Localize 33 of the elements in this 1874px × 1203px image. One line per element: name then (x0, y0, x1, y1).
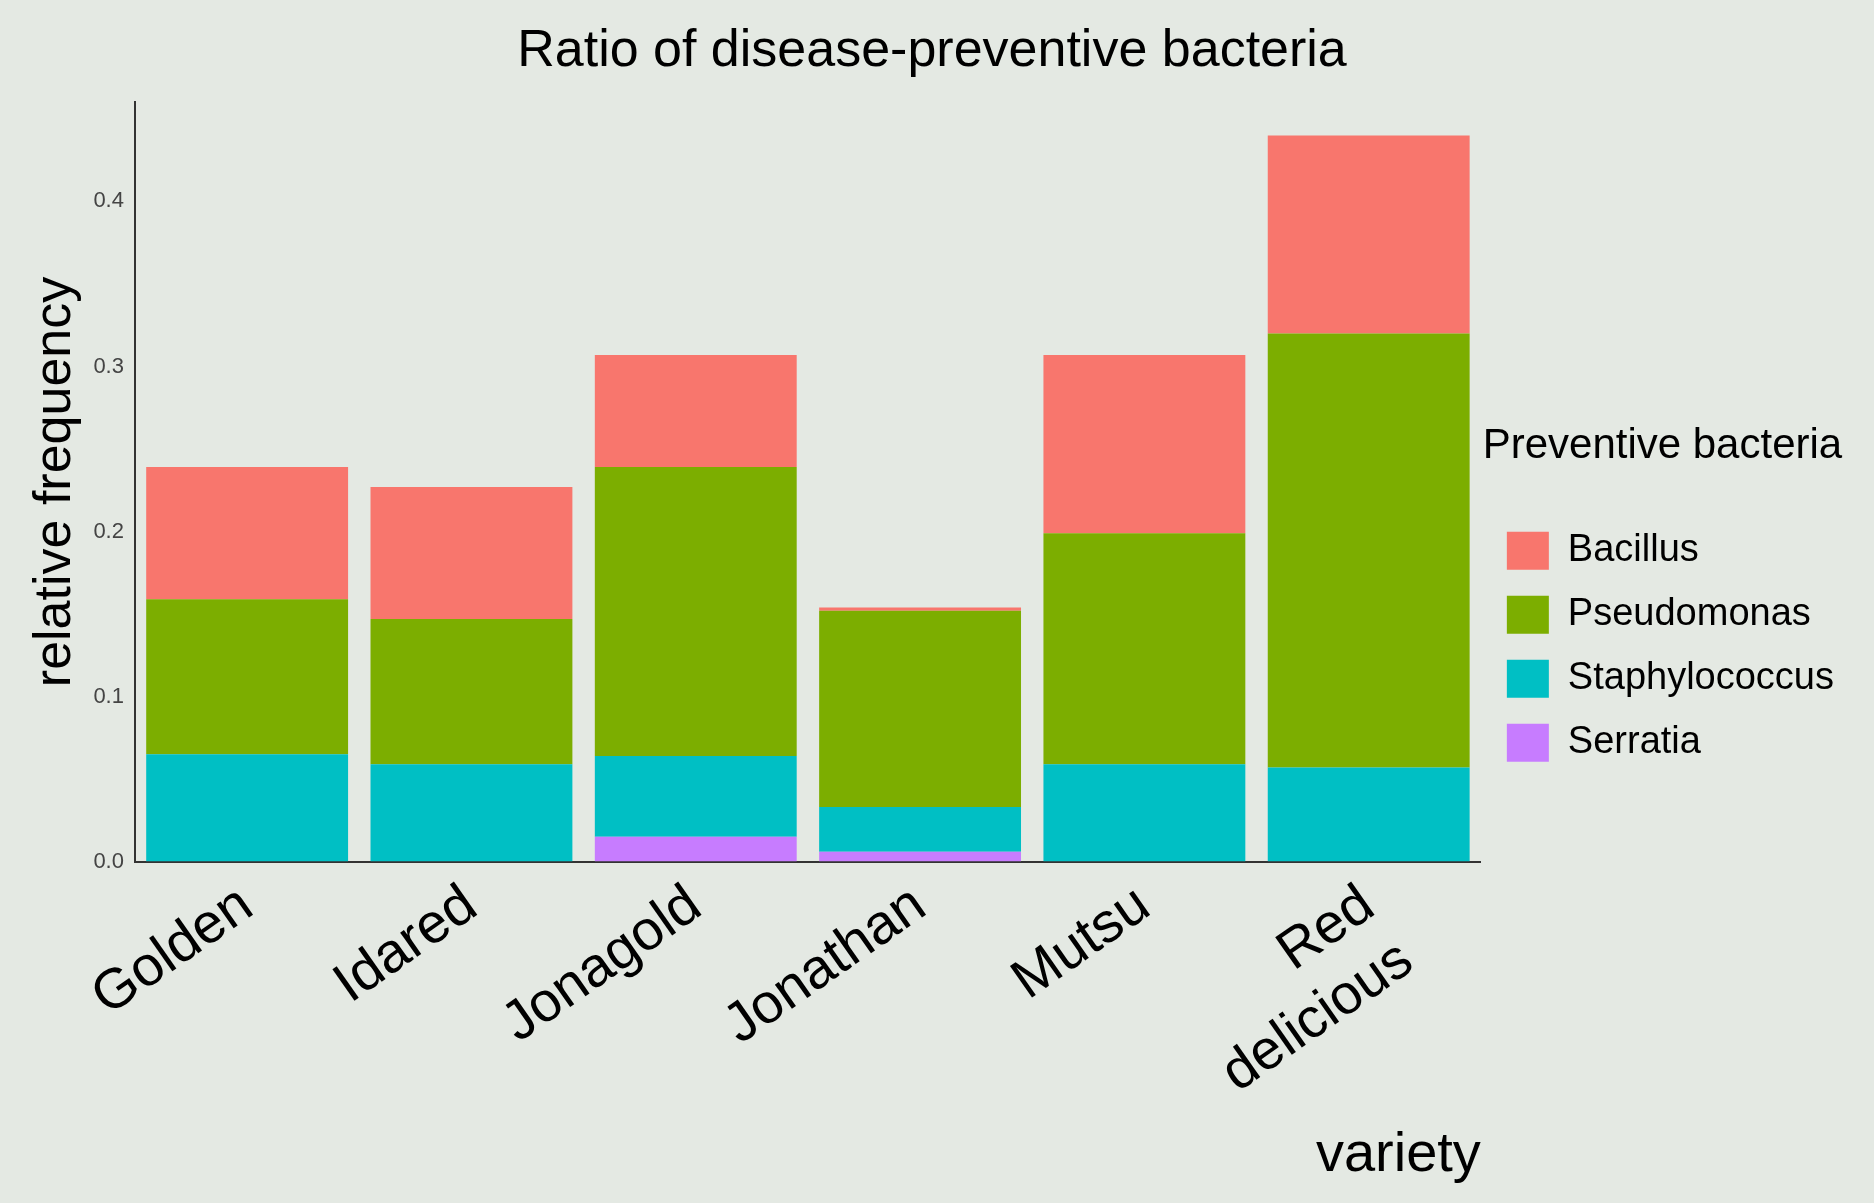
y-tick-label: 0.0 (93, 847, 124, 873)
legend-label: Serratia (1567, 719, 1702, 762)
bar (594, 755, 797, 837)
bar (594, 354, 797, 468)
x-axis-title: variety (1315, 1119, 1481, 1183)
bar (1267, 135, 1470, 334)
bar (146, 754, 349, 862)
legend-title: Preventive bacteria (1482, 419, 1843, 467)
bar (146, 599, 349, 755)
bar (1267, 333, 1470, 768)
bar (1043, 354, 1246, 534)
bar (370, 486, 573, 619)
bar (146, 467, 349, 600)
bar (819, 807, 1022, 852)
bar (370, 618, 573, 765)
y-tick-label: 0.4 (93, 187, 124, 213)
y-tick-label: 0.2 (93, 517, 124, 543)
bar (1267, 767, 1470, 862)
legend-label: Staphylococcus (1567, 655, 1835, 698)
bar (594, 836, 797, 862)
y-tick-label: 0.3 (93, 352, 124, 378)
bar (819, 610, 1022, 808)
bar (1043, 533, 1246, 765)
y-tick-label: 0.1 (93, 682, 124, 708)
legend-label: Bacillus (1567, 527, 1699, 570)
bar (1043, 764, 1246, 862)
bar (370, 764, 573, 862)
bar (819, 607, 1022, 611)
bar (594, 467, 797, 756)
bar (819, 851, 1022, 862)
y-axis-title: relative frequency (22, 276, 81, 688)
chart-title: Ratio of disease-preventive bacteria (517, 18, 1347, 77)
legend-label: Pseudomonas (1567, 591, 1811, 634)
